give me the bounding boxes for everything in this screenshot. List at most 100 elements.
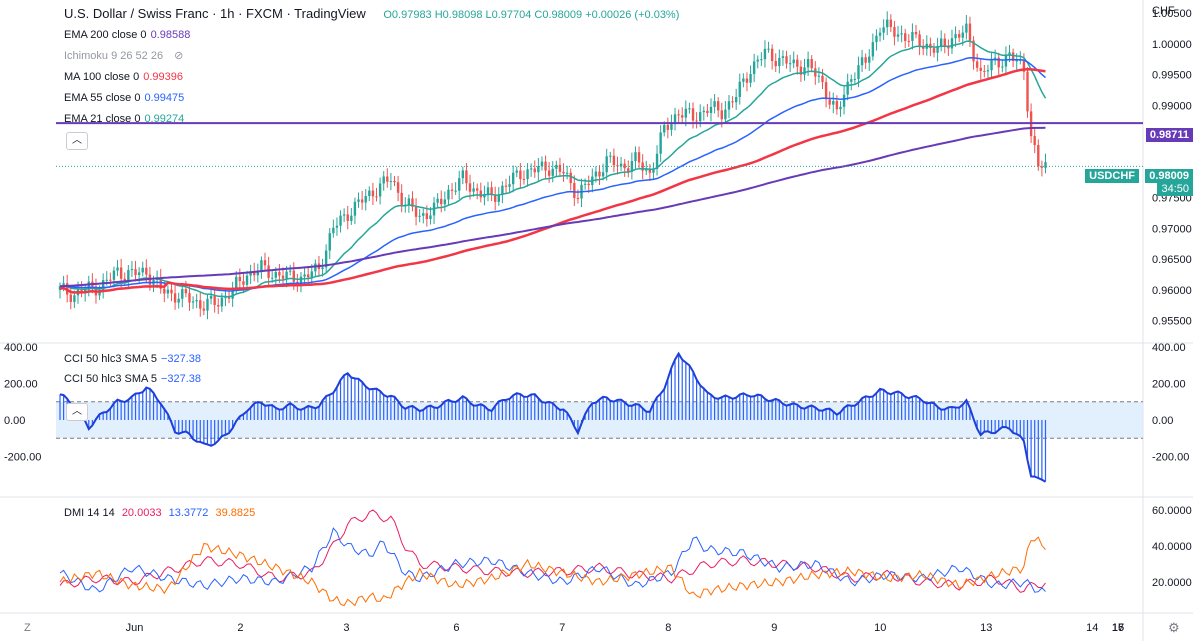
candle-body bbox=[184, 289, 188, 294]
candle-body bbox=[558, 164, 562, 172]
candle-body bbox=[213, 295, 216, 306]
candle-body bbox=[281, 275, 285, 279]
legend-value: 20.0033 bbox=[121, 507, 162, 519]
legend-ema21[interactable]: EMA 21 close 0 0.99274 bbox=[64, 112, 184, 126]
candle-body bbox=[835, 101, 839, 110]
candle-body bbox=[1037, 145, 1040, 167]
candle-body bbox=[990, 59, 993, 71]
candle-body bbox=[227, 297, 231, 299]
candle-body bbox=[612, 155, 616, 166]
candle-body bbox=[803, 67, 806, 75]
candle-body bbox=[242, 281, 245, 285]
legend-label: DMI 14 14 bbox=[64, 507, 115, 519]
candle-body bbox=[720, 110, 723, 120]
time-label: 3 bbox=[343, 622, 349, 634]
candle-body bbox=[583, 183, 587, 185]
candle-body bbox=[458, 178, 461, 191]
candle-body bbox=[163, 288, 166, 294]
candle-body bbox=[756, 59, 759, 62]
candle-body bbox=[141, 267, 144, 273]
candle-body bbox=[62, 283, 65, 287]
legend-ma100[interactable]: MA 100 close 0 0.99396 bbox=[64, 70, 183, 84]
price-tick-label: 0.97000 bbox=[1152, 223, 1192, 235]
price-tick-label: 1.00000 bbox=[1152, 39, 1192, 51]
candle-body bbox=[306, 274, 310, 278]
legend-label: MA 100 close 0 bbox=[64, 71, 140, 83]
legend-dmi[interactable]: DMI 14 14 20.0033 13.3772 39.8825 bbox=[64, 506, 255, 520]
candle-body bbox=[382, 176, 385, 184]
candle-body bbox=[436, 198, 439, 203]
symbol-tag: USDCHF bbox=[1085, 169, 1139, 183]
candle-body bbox=[364, 196, 367, 203]
candle-body bbox=[116, 267, 119, 271]
candle-body bbox=[605, 156, 608, 173]
candle-body bbox=[360, 199, 364, 203]
candle-body bbox=[181, 289, 184, 299]
candle-body bbox=[465, 170, 468, 184]
candle-body bbox=[810, 59, 813, 69]
candle-body bbox=[324, 250, 328, 268]
dmi-tick-label: 20.0000 bbox=[1152, 577, 1192, 589]
time-label: 9 bbox=[771, 622, 777, 634]
candle-body bbox=[900, 33, 903, 35]
collapse-legend-button[interactable]: ︿ bbox=[66, 132, 88, 150]
candle-body bbox=[979, 67, 982, 71]
candle-body bbox=[206, 298, 209, 311]
legend-ichimoku[interactable]: Ichimoku 9 26 52 26 ⊘ bbox=[64, 49, 183, 63]
legend-ema200[interactable]: EMA 200 close 0 0.98588 bbox=[64, 28, 190, 42]
candle-body bbox=[853, 78, 857, 80]
candle-body bbox=[882, 27, 885, 33]
dmi-series-line bbox=[59, 509, 1046, 593]
candle-body bbox=[738, 81, 741, 98]
candle-body bbox=[677, 114, 680, 116]
candle-body bbox=[177, 298, 180, 303]
candle-body bbox=[555, 164, 558, 169]
candle-body bbox=[515, 170, 518, 173]
candle-body bbox=[271, 277, 274, 279]
candle-body bbox=[706, 110, 709, 114]
candle-body bbox=[260, 260, 263, 271]
candle-body bbox=[468, 183, 472, 192]
candle-body bbox=[821, 75, 824, 83]
timezone-z-icon[interactable]: Z bbox=[24, 622, 31, 634]
candle-body bbox=[828, 99, 831, 105]
legend-value: 0.98588 bbox=[150, 29, 191, 41]
candle-body bbox=[785, 56, 788, 64]
candle-body bbox=[716, 101, 720, 111]
legend-label: EMA 21 close 0 bbox=[64, 113, 141, 125]
candle-body bbox=[378, 183, 382, 197]
candle-body bbox=[961, 32, 964, 38]
legend-label: EMA 55 close 0 bbox=[64, 92, 141, 104]
gear-icon[interactable]: ⚙ bbox=[1168, 620, 1180, 635]
candle-body bbox=[1015, 60, 1018, 62]
candle-body bbox=[1022, 59, 1026, 72]
candle-body bbox=[145, 267, 148, 275]
legend-value: 13.3772 bbox=[168, 507, 209, 519]
collapse-cci-button[interactable]: ︿ bbox=[66, 403, 88, 421]
legend-cci-1[interactable]: CCI 50 hlc3 SMA 5 −327.38 bbox=[64, 352, 201, 366]
candle-body bbox=[202, 308, 206, 311]
candle-body bbox=[134, 269, 137, 276]
candle-body bbox=[1026, 71, 1029, 112]
candle-body bbox=[371, 190, 375, 197]
candle-body bbox=[904, 33, 907, 41]
currency-label[interactable]: CHF bbox=[1152, 5, 1175, 17]
candle-body bbox=[691, 108, 695, 121]
candle-body bbox=[87, 281, 90, 290]
candle-body bbox=[727, 101, 731, 110]
candle-body bbox=[846, 81, 849, 95]
ema55-line bbox=[59, 57, 1046, 292]
legend-cci-2[interactable]: CCI 50 hlc3 SMA 5 −327.38 bbox=[64, 372, 201, 386]
candle-body bbox=[220, 297, 224, 307]
eye-off-icon[interactable]: ⊘ bbox=[174, 50, 184, 62]
candle-body bbox=[576, 197, 580, 199]
candle-body bbox=[332, 227, 335, 234]
candle-body bbox=[681, 115, 684, 118]
candle-body bbox=[778, 57, 781, 67]
candle-body bbox=[522, 178, 526, 180]
candle-body bbox=[339, 215, 342, 226]
candle-body bbox=[447, 189, 450, 200]
symbol-title[interactable]: U.S. Dollar / Swiss Franc · 1h · FXCM · … bbox=[64, 6, 366, 21]
legend-ema55[interactable]: EMA 55 close 0 0.99475 bbox=[64, 91, 184, 105]
